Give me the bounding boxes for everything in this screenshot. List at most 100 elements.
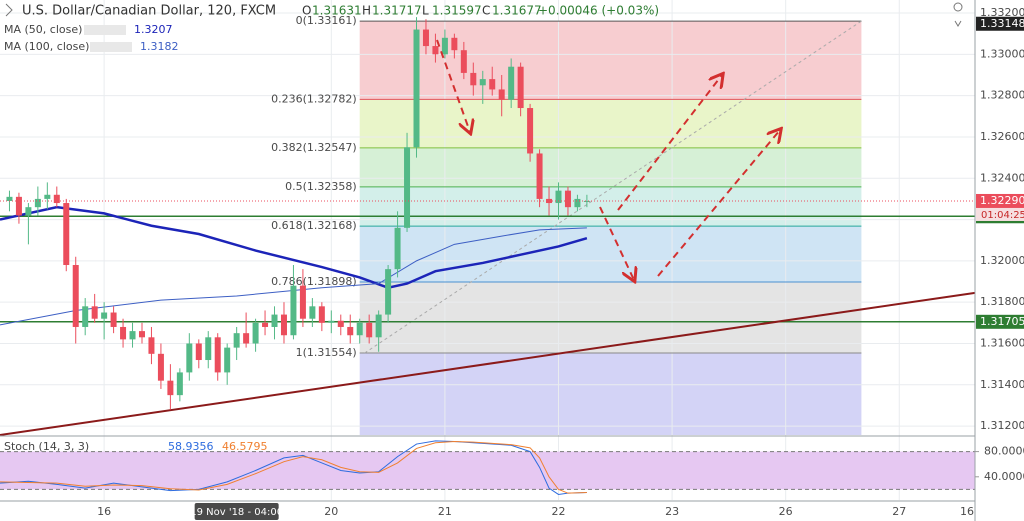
candle-body — [157, 353, 164, 381]
fib-label: 0.236(1.32782) — [271, 92, 357, 105]
fib-label: 0.382(1.32547) — [271, 141, 357, 154]
candle-body — [318, 306, 325, 323]
candle-body — [233, 333, 240, 348]
candle-body — [186, 343, 193, 373]
candle-body — [347, 326, 354, 336]
candle-body — [498, 89, 505, 100]
candle-body — [517, 66, 524, 109]
candle-body — [15, 196, 22, 216]
candle-body — [280, 314, 287, 336]
ohlc-key: H — [362, 4, 371, 18]
ohlc-value: 1.31631 — [312, 4, 362, 18]
candle-body — [224, 347, 231, 373]
ohlc-key: C — [482, 4, 490, 18]
fib-label: 0.786(1.31898) — [271, 275, 357, 288]
x-tick-label: 27 — [892, 505, 906, 518]
candle-body — [91, 306, 98, 319]
crosshair-tag — [194, 503, 279, 520]
stoch-band — [0, 451, 975, 490]
x-tick-label: 20 — [324, 505, 338, 518]
legend: MA (50, close) 1.3207 MA (100, close) 1.318… — [4, 4, 659, 454]
candle-body — [479, 79, 486, 86]
fib-label: 1(1.31554) — [296, 346, 357, 359]
candle-body — [394, 227, 401, 270]
fib-zone — [359, 352, 862, 435]
y-tick-label: 1.31800 — [980, 295, 1024, 308]
price-tag-label: 1.33148 — [980, 17, 1024, 30]
arrow — [657, 130, 780, 277]
legend-value: 1.3182 — [140, 40, 179, 53]
moving-average — [0, 205, 588, 290]
legend-buttons — [84, 25, 126, 35]
candle-body — [385, 269, 392, 315]
x-tick-label: 16 — [97, 505, 111, 518]
y-tick-label: 1.32600 — [980, 130, 1024, 143]
fib-zone — [359, 21, 862, 100]
arrow — [617, 75, 722, 211]
candle-body — [129, 331, 136, 340]
legend-name: MA (50, close) — [4, 23, 82, 36]
candle-body — [404, 147, 411, 228]
candle-body — [555, 190, 562, 204]
candle-body — [25, 207, 32, 216]
x-tick-label: 16 — [960, 505, 974, 518]
ohlc-value: 1.31597 — [432, 4, 482, 18]
icon — [954, 20, 962, 27]
countdown: 01:04:25 — [981, 210, 1024, 221]
candle-body — [63, 203, 70, 266]
legend-value: 46.5795 — [222, 440, 268, 453]
candle-body — [82, 306, 89, 327]
candle-body — [489, 79, 496, 90]
legend-name: MA (100, close) — [4, 40, 89, 53]
stoch-line — [0, 441, 587, 494]
candle-body — [167, 380, 174, 396]
candle-body — [366, 322, 373, 338]
candle-body — [271, 314, 278, 327]
candle-body — [413, 29, 420, 148]
candle-body — [309, 306, 316, 319]
crosshair-label: 19 Nov '18 - 04:00 — [190, 507, 283, 518]
fib-zone — [359, 281, 862, 353]
ohlc-value: 1.31717 — [372, 4, 422, 18]
candle-body — [72, 265, 79, 327]
fib-label: 0(1.33161) — [296, 14, 357, 27]
price-tag-label: 1.31705 — [980, 315, 1024, 328]
x-tick-label: 22 — [551, 505, 565, 518]
fib-label: 0.5(1.32358) — [285, 180, 357, 193]
y-tick-label: 1.32800 — [980, 89, 1024, 102]
icon — [953, 2, 963, 12]
candle-body — [252, 322, 259, 344]
candle-body — [460, 50, 467, 73]
y-tick-label: 1.32000 — [980, 254, 1024, 267]
candle-body — [243, 333, 250, 344]
candle-body — [101, 312, 108, 319]
y-tick-label: 40.0000 — [984, 470, 1024, 483]
y-tick-label: 1.33000 — [980, 47, 1024, 60]
x-tick-label: 21 — [438, 505, 452, 518]
y-tick-label: 1.31400 — [980, 378, 1024, 391]
y-tick-label: 1.31200 — [980, 419, 1024, 432]
candle-body — [432, 46, 439, 55]
candle-body — [205, 337, 212, 361]
legend-value: 1.3207 — [134, 23, 173, 36]
candle-body — [451, 37, 458, 51]
candle-body — [536, 153, 543, 199]
fib-zone — [359, 226, 862, 282]
candle-body — [527, 108, 534, 154]
candle-body — [574, 198, 581, 208]
candle-body — [195, 343, 202, 361]
candle-body — [422, 29, 429, 47]
price-tag — [976, 16, 1024, 31]
candle-body — [120, 326, 127, 340]
candle-body — [299, 285, 306, 319]
candle-body — [356, 322, 363, 336]
y-tick-label: 1.31600 — [980, 336, 1024, 349]
chart-title: U.S. Dollar/Canadian Dollar, 120, FXCM — [22, 4, 276, 19]
candle-body — [441, 37, 448, 55]
ohlc-key: L — [422, 4, 429, 18]
plot-area: 0(1.33161) 0.236(1.32782) 0.382(1.32547) 0.… — [0, 0, 976, 500]
fib-label: 0.618(1.32168) — [271, 219, 357, 232]
stoch-title: Stoch (14, 3, 3) — [4, 440, 89, 453]
arrow — [436, 39, 470, 132]
